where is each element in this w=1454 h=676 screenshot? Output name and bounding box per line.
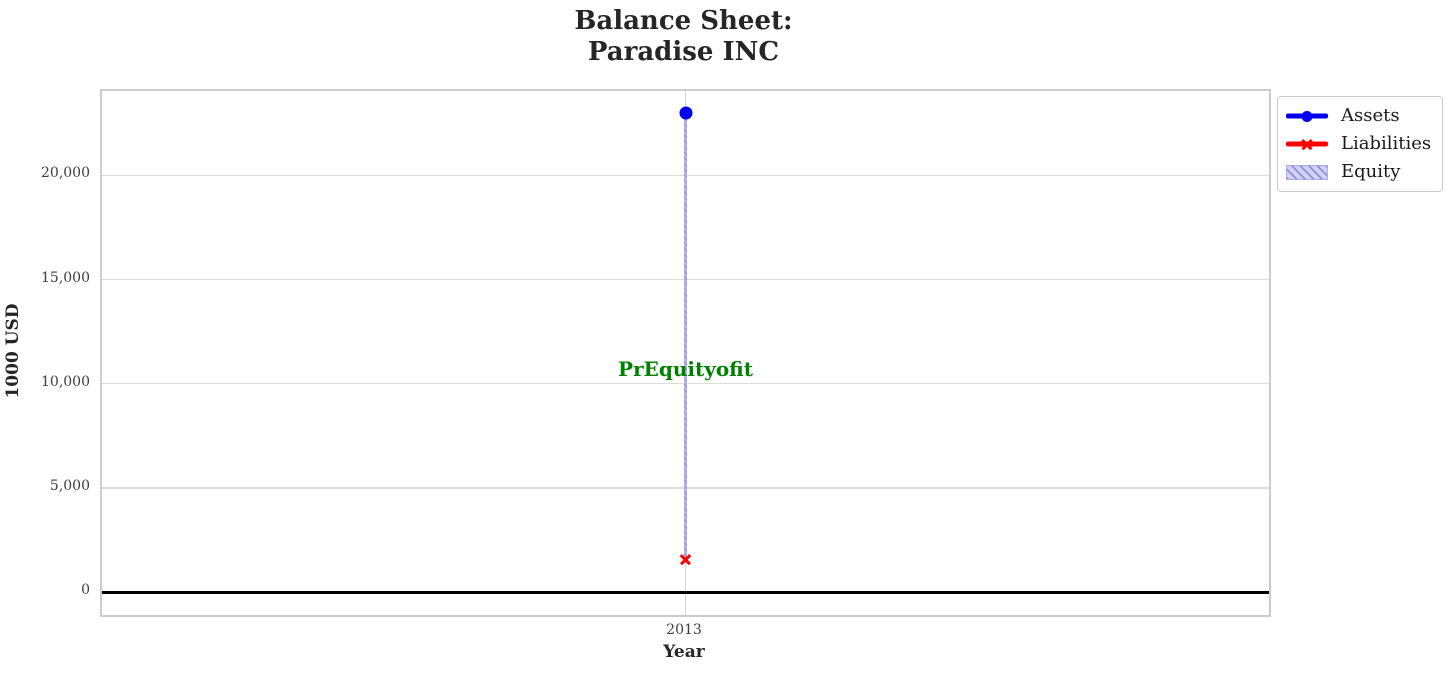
- y-tick-20000: 20,000: [41, 165, 90, 182]
- liabilities-marker: [679, 553, 692, 566]
- legend-label-liabilities: Liabilities: [1341, 133, 1432, 154]
- liabilities-line-icon: [1286, 141, 1328, 147]
- assets-marker: [679, 106, 692, 120]
- legend-item-assets: Assets: [1286, 102, 1434, 130]
- x-tick-2013: 2013: [666, 622, 702, 638]
- legend-item-liabilities: Liabilities: [1286, 130, 1434, 158]
- legend-swatch-equity: [1286, 164, 1328, 181]
- equity-profit-annotation: PrEquityofit: [618, 357, 753, 382]
- liabilities-marker-icon: [1301, 138, 1313, 150]
- y-tick-0: 0: [81, 582, 90, 599]
- legend-swatch-liabilities: [1286, 136, 1328, 153]
- assets-marker-icon: [1301, 110, 1313, 122]
- x-axis-label: Year: [663, 642, 705, 662]
- plot-area: PrEquityofit: [100, 89, 1271, 617]
- legend-swatch-assets: [1286, 108, 1328, 125]
- legend-label-equity: Equity: [1341, 161, 1401, 182]
- y-tick-10000: 10,000: [41, 373, 90, 390]
- legend: Assets Liabilities Equity: [1277, 96, 1443, 192]
- chart-title: Balance Sheet: Paradise INC: [574, 6, 793, 67]
- assets-line-icon: [1286, 110, 1328, 122]
- equity-bar: [684, 112, 687, 560]
- legend-label-assets: Assets: [1341, 105, 1400, 126]
- zero-line: [102, 590, 1269, 594]
- equity-patch-icon: [1286, 164, 1328, 180]
- legend-item-equity: Equity: [1286, 158, 1434, 186]
- y-tick-15000: 15,000: [41, 269, 90, 286]
- y-tick-5000: 5,000: [49, 477, 90, 494]
